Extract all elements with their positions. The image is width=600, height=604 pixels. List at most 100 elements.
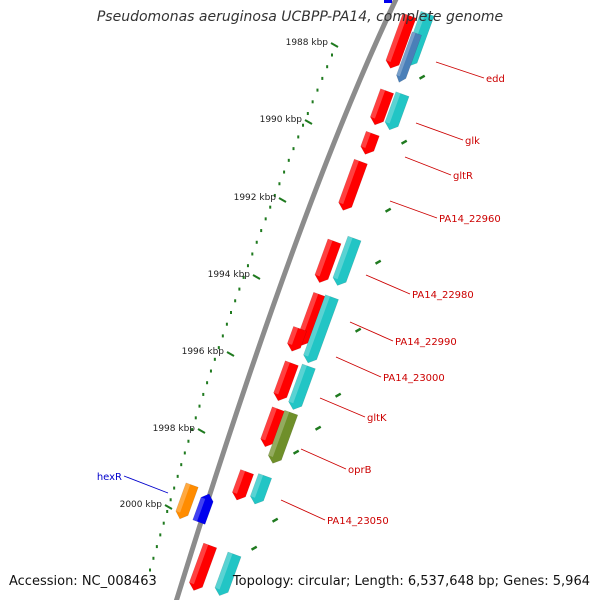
major-tick bbox=[226, 351, 235, 357]
cds-feature bbox=[360, 130, 380, 155]
inner-tick bbox=[374, 259, 382, 265]
cds-ring bbox=[175, 0, 435, 596]
gene-label-glk[interactable]: glk bbox=[465, 136, 480, 147]
tick-label: 2000 kbp bbox=[120, 500, 163, 510]
minor-tick-dot bbox=[183, 451, 186, 455]
gene-label-oprb[interactable]: oprB bbox=[348, 465, 372, 476]
minor-tick-dot bbox=[278, 182, 281, 186]
major-tick bbox=[164, 504, 173, 510]
minor-tick-dot bbox=[169, 498, 172, 502]
inner-tick bbox=[400, 139, 408, 145]
cds-feature bbox=[260, 406, 286, 448]
rna-feature bbox=[288, 363, 316, 410]
leader-line bbox=[280, 499, 326, 521]
blue-feature bbox=[396, 31, 422, 83]
leader-line bbox=[123, 475, 169, 494]
minor-tick-dot bbox=[180, 463, 183, 467]
cds-feature bbox=[338, 158, 368, 211]
minor-tick-dot bbox=[162, 521, 165, 525]
minor-tick-dot bbox=[187, 439, 190, 443]
gene-label-pa14_22960[interactable]: PA14_22960 bbox=[439, 214, 501, 225]
rna-feature bbox=[384, 91, 410, 131]
hexr-feature bbox=[192, 493, 214, 525]
major-tick bbox=[330, 42, 339, 48]
tick-label: 1996 kbp bbox=[182, 347, 225, 357]
minor-tick-dot bbox=[260, 229, 263, 233]
leader-line bbox=[365, 274, 411, 295]
major-tick bbox=[278, 197, 287, 203]
tick-label: 1988 kbp bbox=[286, 38, 329, 48]
gene-label-gltr[interactable]: gltR bbox=[453, 171, 473, 182]
genome-title: Pseudomonas aeruginosa UCBPP-PA14, compl… bbox=[96, 9, 504, 25]
cds-feature bbox=[385, 12, 417, 69]
minor-tick-dot bbox=[221, 334, 224, 338]
minor-tick-dot bbox=[251, 252, 254, 256]
inner-tick bbox=[334, 392, 342, 398]
major-tick bbox=[197, 428, 206, 434]
cds-feature bbox=[188, 542, 218, 591]
leader-line bbox=[404, 156, 452, 176]
inner-tick bbox=[292, 449, 300, 455]
cds-feature bbox=[314, 238, 342, 283]
minor-tick-dot bbox=[198, 404, 201, 408]
major-tick bbox=[252, 274, 261, 280]
minor-tick-dot bbox=[159, 533, 162, 537]
minor-tick-dot bbox=[264, 217, 267, 221]
tick-label: 1994 kbp bbox=[208, 270, 251, 280]
minor-tick-dot bbox=[213, 357, 216, 361]
gene-label-pa14_23000[interactable]: PA14_23000 bbox=[383, 373, 445, 384]
inner-tick bbox=[384, 207, 392, 213]
minor-tick-dot bbox=[209, 369, 212, 373]
inner-tick bbox=[354, 327, 362, 333]
gene-label-hexr[interactable]: hexR bbox=[97, 472, 122, 483]
minor-tick-dot bbox=[194, 416, 197, 420]
gene-label-pa14_23050[interactable]: PA14_23050 bbox=[327, 516, 389, 527]
cds-feature bbox=[273, 360, 299, 402]
gene-label-pa14_22990[interactable]: PA14_22990 bbox=[395, 337, 457, 348]
minor-tick-dot bbox=[225, 322, 228, 326]
minor-tick-dot bbox=[238, 287, 241, 291]
gene-label-edd[interactable]: edd bbox=[486, 74, 505, 85]
tick-label: 1990 kbp bbox=[260, 115, 303, 125]
minor-tick-dot bbox=[326, 65, 329, 69]
minor-tick-dot bbox=[292, 147, 295, 151]
minor-tick-dot bbox=[246, 264, 249, 268]
orange-feature bbox=[175, 482, 199, 520]
inner-tick bbox=[314, 425, 322, 431]
minor-tick-dot bbox=[316, 88, 319, 92]
minor-tick-dot bbox=[331, 53, 333, 57]
major-tick bbox=[304, 119, 313, 125]
leader-line bbox=[415, 122, 464, 141]
gene-label-gltk[interactable]: gltK bbox=[367, 413, 387, 424]
rna-feature bbox=[303, 294, 339, 364]
cds-feature bbox=[232, 469, 255, 501]
gene-label-pa14_22980[interactable]: PA14_22980 bbox=[412, 290, 474, 301]
major-ticks: 1988 kbp 1990 kbp 1992 kbp 1994 kbp 1996 kbp… bbox=[120, 38, 339, 510]
inner-tick bbox=[250, 545, 258, 551]
minor-tick-dot bbox=[230, 311, 232, 314]
cds-feature bbox=[287, 326, 308, 352]
leader-line bbox=[389, 200, 438, 219]
tick-label: 1998 kbp bbox=[153, 424, 196, 434]
minor-tick-dot bbox=[283, 170, 286, 174]
minor-tick-dot bbox=[152, 556, 155, 560]
minor-tick-dot bbox=[273, 193, 276, 197]
minor-tick-dot bbox=[297, 135, 300, 139]
leader-line bbox=[319, 397, 366, 418]
offscreen-feature bbox=[384, 0, 392, 3]
feature-rings bbox=[175, 0, 435, 596]
tick-label: 1992 kbp bbox=[234, 193, 277, 203]
minor-tick-dot bbox=[306, 112, 309, 116]
minor-tick-dot bbox=[173, 486, 176, 490]
leader-line bbox=[335, 356, 382, 378]
minor-tick-dot bbox=[217, 346, 220, 350]
minor-tick-dot bbox=[202, 392, 205, 396]
gene-labels: edd glk gltR PA14_22960 PA14_22980 PA14_22990… bbox=[97, 61, 505, 527]
genome-summary-text: Topology: circular; Length: 6,537,648 bp… bbox=[232, 574, 590, 589]
inner-tick bbox=[418, 74, 426, 80]
minor-tick-dot bbox=[287, 158, 290, 162]
rna-feature bbox=[250, 473, 273, 505]
minor-tick-dot bbox=[269, 205, 272, 209]
